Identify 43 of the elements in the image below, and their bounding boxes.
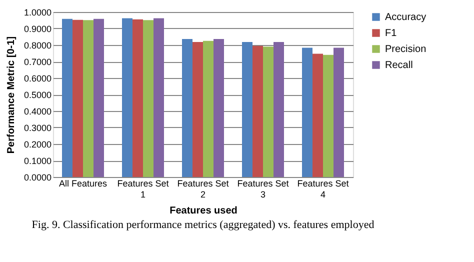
y-tick-label: 0.3000 [24, 123, 52, 133]
bar [132, 19, 143, 177]
bar [263, 46, 274, 177]
y-tick-label: 0.7000 [24, 57, 52, 67]
bar [242, 42, 252, 177]
legend-label: Recall [385, 60, 413, 71]
bar [182, 39, 192, 177]
bar [334, 48, 344, 177]
bar [203, 40, 214, 177]
y-axis-title: Performance Metric [0-1] [6, 36, 17, 154]
bar [312, 54, 323, 177]
x-tick-label: Features Set 3 [237, 178, 290, 200]
y-tick-label: 0.0000 [24, 172, 52, 182]
legend-label: Accuracy [385, 12, 426, 23]
x-axis-title: Features used [170, 206, 238, 216]
x-tick-label: All Features [58, 178, 108, 188]
bar [122, 18, 132, 177]
bar [94, 18, 104, 177]
x-tick-label: Features Set 4 [297, 178, 350, 200]
bar [323, 54, 334, 177]
bar [62, 18, 72, 177]
y-tick-label: 0.8000 [24, 40, 52, 50]
y-tick-label: 0.2000 [24, 140, 52, 150]
y-tick-label: 0.5000 [24, 90, 52, 100]
bar [72, 20, 83, 177]
x-tick-label: Features Set 1 [117, 178, 170, 200]
caption: Fig. 9. Classification performance metrics (aggregated) vs. features employed [32, 219, 375, 231]
bar [302, 48, 312, 177]
y-tick-label: 0.4000 [24, 106, 52, 116]
y-tick-label: 1.0000 [24, 8, 52, 18]
legend-label: F1 [385, 28, 398, 39]
bar [143, 20, 154, 177]
y-tick-label: 0.9000 [24, 24, 52, 34]
legend-label: Precision [385, 44, 426, 55]
bar [154, 18, 164, 177]
bar [252, 46, 263, 177]
y-tick-label: 0.6000 [24, 74, 52, 84]
bar [214, 39, 224, 177]
bar [83, 20, 94, 177]
bar [274, 42, 284, 177]
bar [192, 42, 203, 177]
x-tick-label: Features Set 2 [177, 178, 230, 200]
y-tick-label: 0.1000 [24, 156, 52, 166]
